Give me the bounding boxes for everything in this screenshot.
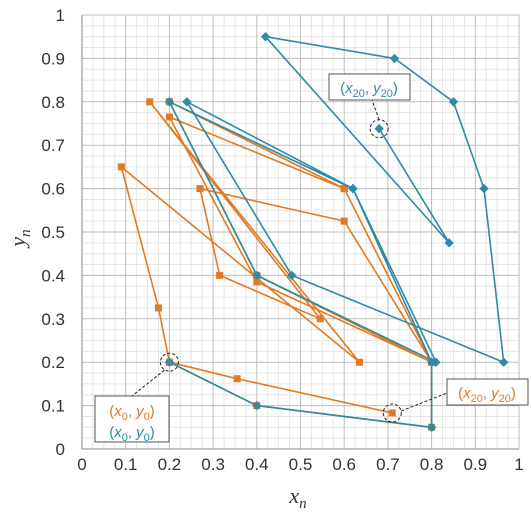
data-point [287, 270, 297, 281]
data-point [431, 357, 441, 367]
data-point [448, 97, 459, 107]
data-point [388, 409, 396, 417]
x-tick-label: 0.3 [201, 455, 225, 474]
y-tick-label: 0.2 [41, 353, 65, 372]
data-point [479, 183, 489, 194]
data-point [117, 163, 125, 171]
data-point [340, 217, 348, 225]
x-axis-title: xn [288, 483, 306, 512]
data-point [154, 304, 162, 312]
x-tick-label: 0.7 [376, 455, 400, 474]
data-point [165, 113, 173, 121]
y-tick-label: 0 [56, 440, 65, 459]
y-tick-label: 0.3 [41, 310, 65, 329]
annotation-end-orange: (x20, y20) [458, 385, 516, 405]
y-axis-title: yn [5, 229, 34, 248]
data-point [444, 238, 454, 248]
x-tick-label: 0.9 [463, 455, 487, 474]
x-tick-label: 0.6 [332, 455, 356, 474]
x-tick-label: 0 [77, 455, 86, 474]
data-point [252, 270, 262, 281]
data-point [374, 124, 384, 134]
y-tick-label: 0.8 [41, 93, 65, 112]
data-point [233, 375, 241, 383]
data-point [260, 32, 271, 42]
data-point [196, 185, 204, 193]
data-point [426, 422, 437, 432]
callouts [131, 99, 448, 423]
data-point [253, 278, 261, 286]
y-tick-label: 0.6 [41, 180, 65, 199]
callout-circle-end-orange [382, 403, 402, 423]
data-point [146, 98, 154, 106]
data-point [499, 357, 509, 367]
x-tick-label: 1 [514, 455, 523, 474]
data-point [316, 315, 324, 323]
annotation-end-teal: (x20, y20) [340, 80, 398, 100]
annotation-end-teal-box: (x20, y20) [328, 73, 411, 101]
data-point [348, 183, 358, 194]
y-tick-labels: 0 0.1 0.2 0.3 0.4 0.5 0.6 0.7 0.8 0.9 1 [41, 6, 65, 459]
y-tick-label: 0.7 [41, 136, 65, 155]
data-point [340, 185, 348, 193]
x-tick-label: 0.8 [420, 455, 444, 474]
y-tick-label: 1 [56, 6, 65, 25]
annotation-start-orange: (x0, y0) [109, 403, 155, 423]
annotation-start-teal: (x0, y0) [109, 424, 155, 444]
annotation-end-orange-box: (x20, y20) [446, 378, 529, 406]
x-tick-label: 0.2 [158, 455, 182, 474]
x-tick-label: 0.4 [245, 455, 269, 474]
x-tick-labels: 0 0.1 0.2 0.3 0.4 0.5 0.6 0.7 0.8 0.9 1 [77, 455, 523, 474]
callout-leader-start [131, 369, 165, 397]
series-line [168, 35, 505, 429]
x-tick-label: 0.1 [114, 455, 138, 474]
callout-leader-end-orange [401, 392, 448, 412]
y-tick-label: 0.9 [41, 49, 65, 68]
data-point [182, 97, 192, 107]
callout-circle-start [159, 352, 179, 372]
annotation-start-box: (x0, y0) (x0, y0) [94, 395, 170, 444]
y-tick-label: 0.4 [41, 266, 65, 285]
x-tick-label: 0.5 [289, 455, 313, 474]
data-point [355, 358, 363, 366]
y-tick-label: 0.1 [41, 397, 65, 416]
y-tick-label: 0.5 [41, 223, 65, 242]
callout-leader-end-teal [371, 99, 380, 120]
data-point [164, 97, 175, 107]
data-point [216, 271, 224, 279]
